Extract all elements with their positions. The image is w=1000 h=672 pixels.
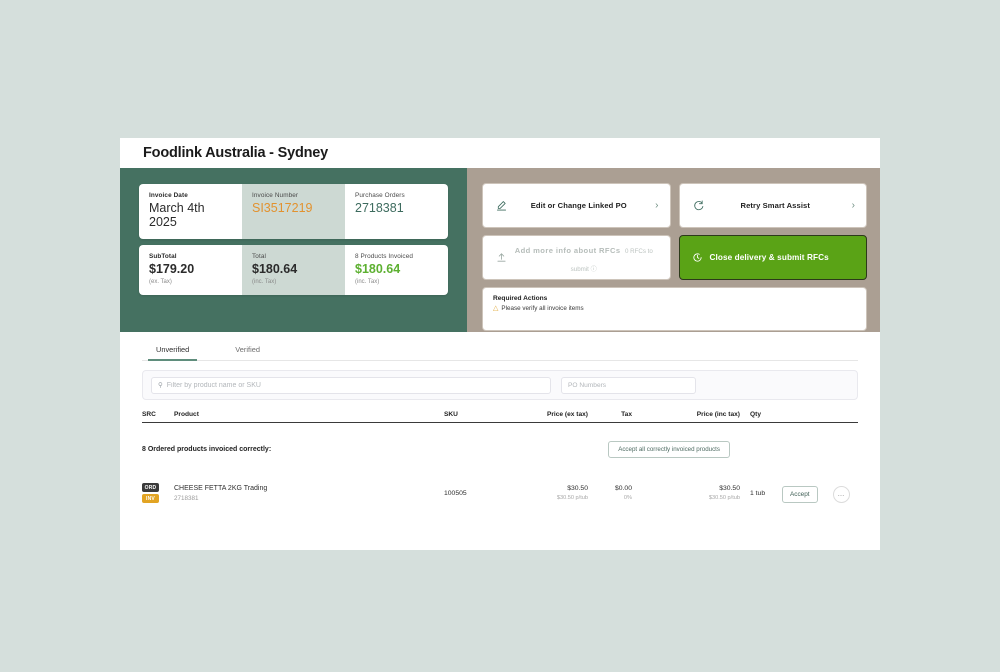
invoice-totals-card: SubTotal $179.20 (ex. Tax) Total $180.64… xyxy=(139,244,448,295)
search-input[interactable] xyxy=(166,381,544,389)
required-action-text: Please verify all invoice items xyxy=(501,305,584,312)
required-actions-box: Required Actions △ Please verify all inv… xyxy=(482,287,867,331)
row-price-ex-unit: $30.50 p/tub xyxy=(556,495,588,501)
chevron-right-icon: › xyxy=(851,200,855,211)
products-invoiced-cell: 8 Products Invoiced $180.64 (inc. Tax) xyxy=(345,245,448,295)
close-delivery-submit-rfcs-button[interactable]: Close delivery & submit RFCs xyxy=(678,235,867,280)
invoice-date-label: Invoice Date xyxy=(149,192,188,199)
row-sku: 100505 xyxy=(444,490,514,497)
table-header-row: SRC Product SKU Price (ex tax) Tax Price… xyxy=(142,411,858,423)
accept-button[interactable]: Accept xyxy=(782,486,818,503)
chevron-right-icon: › xyxy=(655,200,659,211)
actions-panel: Edit or Change Linked PO › Retry Smart A… xyxy=(467,168,880,332)
column-header-product: Product xyxy=(174,411,199,418)
row-tax-value: $0.00 xyxy=(614,485,632,492)
invoice-number-value: SI3517219 xyxy=(252,201,313,215)
row-source-badges: ORD INV xyxy=(142,483,174,503)
upload-icon xyxy=(494,252,509,263)
invoice-date-cell: Invoice Date March 4th 2025 xyxy=(139,184,242,239)
filter-bar: ⚲ xyxy=(142,370,858,400)
add-rfc-info-label: Add more info about RFCs xyxy=(514,245,621,255)
summary-strip: Invoice Date March 4th 2025 Invoice Numb… xyxy=(120,168,880,332)
products-invoiced-note: (inc. Tax) xyxy=(355,279,380,286)
purchase-orders-value: 2718381 xyxy=(355,201,404,215)
column-header-price-ex-tax: Price (ex tax) xyxy=(546,411,588,418)
accept-all-button[interactable]: Accept all correctly invoiced products xyxy=(608,441,730,458)
actions-row-2: Add more info about RFCs 0 RFCs to submi… xyxy=(482,235,867,280)
subtotal-cell: SubTotal $179.20 (ex. Tax) xyxy=(139,245,242,295)
products-section: Unverified Verified ⚲ SRC Product SKU Pr… xyxy=(120,332,880,508)
column-header-src: SRC xyxy=(142,411,156,418)
row-price-inc-value: $30.50 xyxy=(719,485,740,492)
purchase-orders-label: Purchase Orders xyxy=(355,192,405,199)
column-header-tax: Tax xyxy=(621,411,632,418)
group-summary-row: 8 Ordered products invoiced correctly: A… xyxy=(142,441,858,458)
required-actions-title: Required Actions xyxy=(493,295,548,302)
row-qty: 1 tub xyxy=(740,490,782,497)
actions-row-1: Edit or Change Linked PO › Retry Smart A… xyxy=(482,183,867,228)
subtotal-value: $179.20 xyxy=(149,261,195,276)
row-tax-percent: 0% xyxy=(623,495,632,501)
table-row: ORD INV CHEESE FETTA 2KG Trading 2718381… xyxy=(142,478,858,508)
products-table: SRC Product SKU Price (ex tax) Tax Price… xyxy=(142,411,858,508)
total-cell: Total $180.64 (inc. Tax) xyxy=(242,244,345,295)
invoice-date-value: March 4th 2025 xyxy=(149,201,205,229)
edit-po-label: Edit or Change Linked PO xyxy=(530,201,627,210)
pencil-underline-icon xyxy=(494,200,509,211)
retry-smart-assist-label: Retry Smart Assist xyxy=(740,201,810,210)
page-header: Foodlink Australia - Sydney xyxy=(120,138,880,168)
products-invoiced-value: $180.64 xyxy=(355,261,401,276)
purchase-orders-cell: Purchase Orders 2718381 xyxy=(345,184,448,239)
verification-tabs: Unverified Verified xyxy=(142,343,858,361)
add-more-info-about-rfcs-button[interactable]: Add more info about RFCs 0 RFCs to submi… xyxy=(482,235,671,280)
total-note: (inc. Tax) xyxy=(252,279,277,286)
refresh-icon xyxy=(691,200,706,211)
row-accept-cell: Accept xyxy=(782,483,824,503)
invoice-number-label: Invoice Number xyxy=(252,192,299,199)
invoice-info-panel: Invoice Date March 4th 2025 Invoice Numb… xyxy=(120,168,467,332)
invoice-number-cell: Invoice Number SI3517219 xyxy=(242,184,345,239)
row-price-inc-tax: $30.50 $30.50 p/tub xyxy=(632,485,740,501)
more-options-icon[interactable]: … xyxy=(832,486,850,503)
search-icon: ⚲ xyxy=(158,382,163,389)
clock-timer-icon xyxy=(691,252,704,263)
required-action-item: △ Please verify all invoice items xyxy=(493,305,856,312)
group-summary-label: 8 Ordered products invoiced correctly: xyxy=(142,446,272,453)
row-product-name: CHEESE FETTA 2KG Trading xyxy=(174,484,268,492)
subtotal-note: (ex. Tax) xyxy=(149,279,172,286)
row-menu-cell: … xyxy=(824,483,858,503)
row-sku-value: 100505 xyxy=(444,489,467,497)
column-header-price-inc-tax: Price (inc tax) xyxy=(696,411,740,418)
row-price-inc-unit: $30.50 p/tub xyxy=(708,495,740,501)
products-invoiced-label: 8 Products Invoiced xyxy=(355,252,414,260)
edit-or-change-linked-po-button[interactable]: Edit or Change Linked PO › xyxy=(482,183,671,228)
search-field-wrapper[interactable]: ⚲ xyxy=(151,376,551,394)
subtotal-label: SubTotal xyxy=(149,252,177,260)
add-rfc-info-text: Add more info about RFCs 0 RFCs to submi… xyxy=(509,240,659,276)
po-numbers-input[interactable] xyxy=(561,376,696,394)
total-value: $180.64 xyxy=(252,261,298,276)
retry-smart-assist-button[interactable]: Retry Smart Assist › xyxy=(678,183,867,228)
close-delivery-label: Close delivery & submit RFCs xyxy=(709,253,829,262)
row-price-ex-value: $30.50 xyxy=(567,485,588,492)
page-title: Foodlink Australia - Sydney xyxy=(143,145,329,161)
column-header-qty: Qty xyxy=(750,411,761,418)
tab-unverified[interactable]: Unverified xyxy=(148,343,198,361)
app-frame: Foodlink Australia - Sydney Invoice Date… xyxy=(20,20,980,652)
badge-inv: INV xyxy=(142,494,159,503)
tab-verified[interactable]: Verified xyxy=(235,345,260,354)
row-price-ex-tax: $30.50 $30.50 p/tub xyxy=(514,485,588,501)
add-rfc-info-sublabel: 0 RFCs to submit ⓘ xyxy=(570,247,653,273)
row-tax: $0.00 0% xyxy=(588,485,632,501)
column-header-sku: SKU xyxy=(444,411,458,418)
row-qty-value: 1 tub xyxy=(750,489,766,497)
warning-triangle-icon: △ xyxy=(493,305,499,312)
invoice-meta-card: Invoice Date March 4th 2025 Invoice Numb… xyxy=(139,184,448,239)
total-label: Total xyxy=(252,252,266,260)
invoice-page: Foodlink Australia - Sydney Invoice Date… xyxy=(120,138,880,550)
row-product-po: 2718381 xyxy=(174,494,199,502)
badge-ord: ORD xyxy=(142,483,159,492)
row-product: CHEESE FETTA 2KG Trading 2718381 xyxy=(174,485,444,502)
